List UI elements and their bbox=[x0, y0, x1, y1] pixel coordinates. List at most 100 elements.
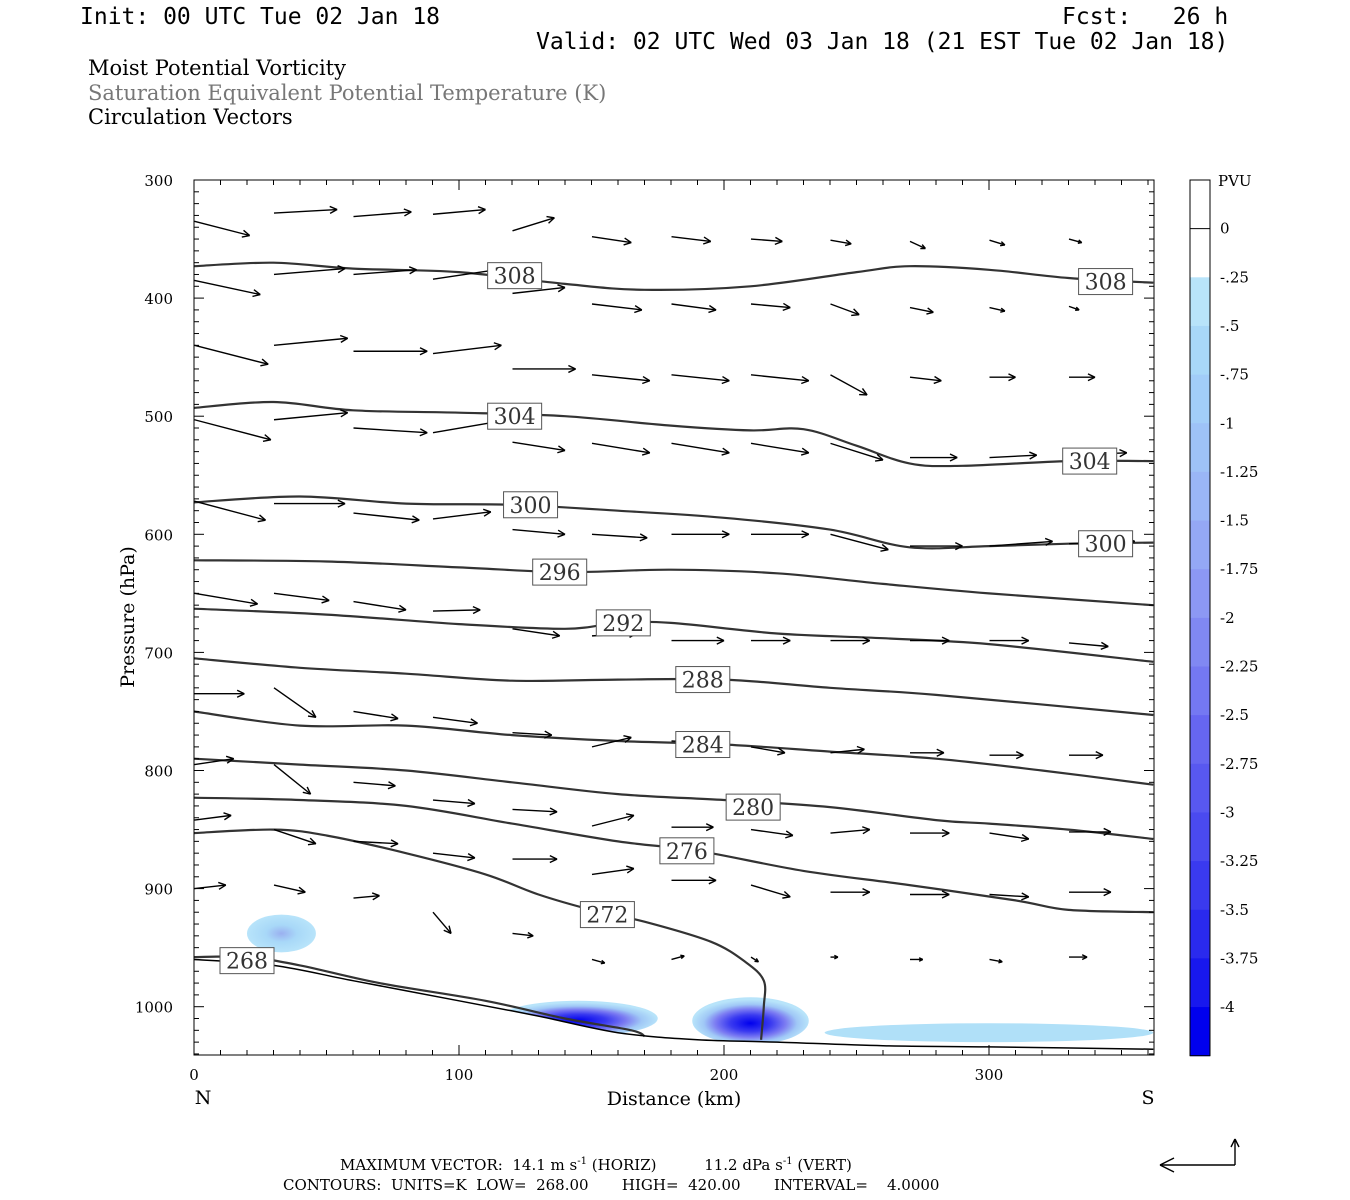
vector-arrow bbox=[989, 832, 1030, 843]
vector-arrow bbox=[194, 755, 235, 766]
vector-arrow bbox=[591, 958, 606, 965]
x-tick-label: 300 bbox=[975, 1066, 1004, 1084]
colorbar-cell bbox=[1190, 180, 1210, 230]
contour-284 bbox=[194, 710, 1154, 786]
vector-arrow bbox=[989, 373, 1016, 382]
colorbar-cell bbox=[1190, 569, 1210, 619]
vector-arrow bbox=[512, 364, 576, 374]
plot-frame bbox=[193, 179, 1155, 1056]
vector-arrow bbox=[910, 748, 945, 757]
vector-arrow bbox=[910, 957, 924, 962]
vector-arrow bbox=[432, 508, 492, 520]
vector-arrow bbox=[432, 605, 481, 615]
colorbar-label: -2.25 bbox=[1220, 658, 1258, 676]
vector-arrow bbox=[750, 236, 783, 245]
contour-note: CONTOURS: UNITS=K LOW= 268.00 HIGH= 420.… bbox=[283, 1176, 940, 1194]
svg-text:304: 304 bbox=[1069, 450, 1111, 475]
contour-308 bbox=[194, 261, 1154, 291]
vector-arrow bbox=[830, 303, 860, 317]
axes: 0 100 200 300 300 400 500 600 700 800 900 1000 bbox=[135, 172, 1154, 1084]
below-ground-mask bbox=[194, 959, 1154, 1055]
colorbar-label: -2 bbox=[1220, 609, 1235, 627]
vector-arrow bbox=[750, 442, 810, 456]
contour-288 bbox=[194, 657, 1154, 717]
x-axis-label: Distance (km) bbox=[607, 1088, 742, 1110]
vector-arrow bbox=[512, 931, 534, 939]
colorbar-label: -1 bbox=[1220, 414, 1235, 432]
svg-text:280: 280 bbox=[732, 796, 774, 821]
forecast-hour: Fcst: 26 h bbox=[1062, 4, 1229, 30]
field-title-theta-es: Saturation Equivalent Potential Temperat… bbox=[88, 81, 607, 105]
vector-arrow bbox=[194, 220, 251, 238]
colorbar-cell bbox=[1190, 325, 1210, 376]
y-tick-label: 900 bbox=[144, 881, 173, 899]
vector-arrow bbox=[830, 374, 868, 396]
vector-arrow bbox=[512, 441, 566, 454]
vector-arrow bbox=[273, 884, 306, 895]
vector-arrow bbox=[830, 239, 852, 247]
max-vector-note: MAXIMUM VECTOR: 14.1 m s-1 (HORIZ) 11.2 … bbox=[340, 1156, 852, 1174]
vector-arrow bbox=[194, 881, 227, 890]
colorbar-cell bbox=[1190, 617, 1210, 667]
colorbar-label: -3.5 bbox=[1220, 901, 1249, 919]
vector-arrow bbox=[194, 344, 269, 367]
contour-label-276: 276 bbox=[659, 837, 715, 865]
vector-arrow bbox=[910, 636, 950, 645]
vector-arrow bbox=[512, 807, 558, 816]
south-label: S bbox=[1141, 1087, 1154, 1109]
theta-contours bbox=[194, 261, 1154, 1040]
vector-arrow bbox=[750, 828, 794, 839]
vector-arrow bbox=[671, 303, 717, 314]
colorbar-cell bbox=[1190, 715, 1210, 765]
vector-arrow bbox=[1068, 238, 1083, 244]
vector-arrow bbox=[512, 628, 561, 639]
vector-arrow bbox=[512, 528, 566, 538]
vector-arrow bbox=[909, 306, 934, 315]
vector-arrow bbox=[750, 302, 791, 312]
vector-arrow bbox=[750, 374, 810, 385]
contour-label-272: 272 bbox=[579, 901, 635, 929]
vector-arrow bbox=[432, 342, 502, 355]
contour-label-288: 288 bbox=[675, 666, 731, 694]
svg-text:300: 300 bbox=[510, 494, 552, 519]
vector-arrow bbox=[353, 266, 417, 276]
vector-arrow bbox=[591, 813, 635, 827]
vector-arrow bbox=[671, 374, 730, 385]
vector-arrow bbox=[989, 892, 1030, 901]
vector-arrow bbox=[830, 954, 839, 960]
reference-vector-icon bbox=[1159, 1138, 1240, 1173]
vector-arrow bbox=[432, 206, 486, 215]
vector-arrow bbox=[353, 347, 428, 356]
colorbar-cell bbox=[1190, 666, 1210, 716]
colorbar-cell bbox=[1190, 520, 1210, 570]
svg-text:284: 284 bbox=[682, 734, 724, 759]
vector-arrow bbox=[591, 735, 632, 748]
vector-arrow bbox=[353, 781, 396, 790]
colorbar-cell bbox=[1190, 374, 1210, 424]
colorbar-label: -2.75 bbox=[1220, 755, 1258, 773]
colorbar-label: -1.5 bbox=[1220, 512, 1249, 530]
max-vector-prefix: MAXIMUM VECTOR: bbox=[340, 1156, 503, 1174]
colorbar-cell bbox=[1190, 423, 1210, 473]
vector-arrow bbox=[194, 279, 261, 298]
vector-arrow bbox=[273, 265, 346, 276]
pv-blob-0 bbox=[247, 914, 316, 953]
vector-arrow bbox=[671, 876, 717, 885]
vector-arrow bbox=[989, 239, 1006, 247]
horiz-sup: -1 bbox=[577, 1156, 587, 1167]
vector-arrow bbox=[512, 215, 555, 232]
contour-label-308: 308 bbox=[1078, 268, 1134, 296]
vector-arrow bbox=[750, 884, 791, 899]
svg-text:288: 288 bbox=[682, 669, 724, 694]
vector-arrow bbox=[194, 812, 232, 821]
colorbar-label: -2.5 bbox=[1220, 706, 1249, 724]
colorbar-label: -4 bbox=[1220, 998, 1235, 1016]
vector-arrow bbox=[194, 419, 272, 443]
x-tick-label: 200 bbox=[710, 1066, 739, 1084]
y-axis-label: Pressure (hPa) bbox=[117, 546, 139, 688]
vector-arrow bbox=[989, 451, 1038, 460]
vector-arrow bbox=[273, 592, 330, 604]
vector-arrow bbox=[751, 530, 810, 539]
colorbar-label: -.75 bbox=[1220, 366, 1249, 384]
vector-arrow bbox=[432, 911, 452, 935]
